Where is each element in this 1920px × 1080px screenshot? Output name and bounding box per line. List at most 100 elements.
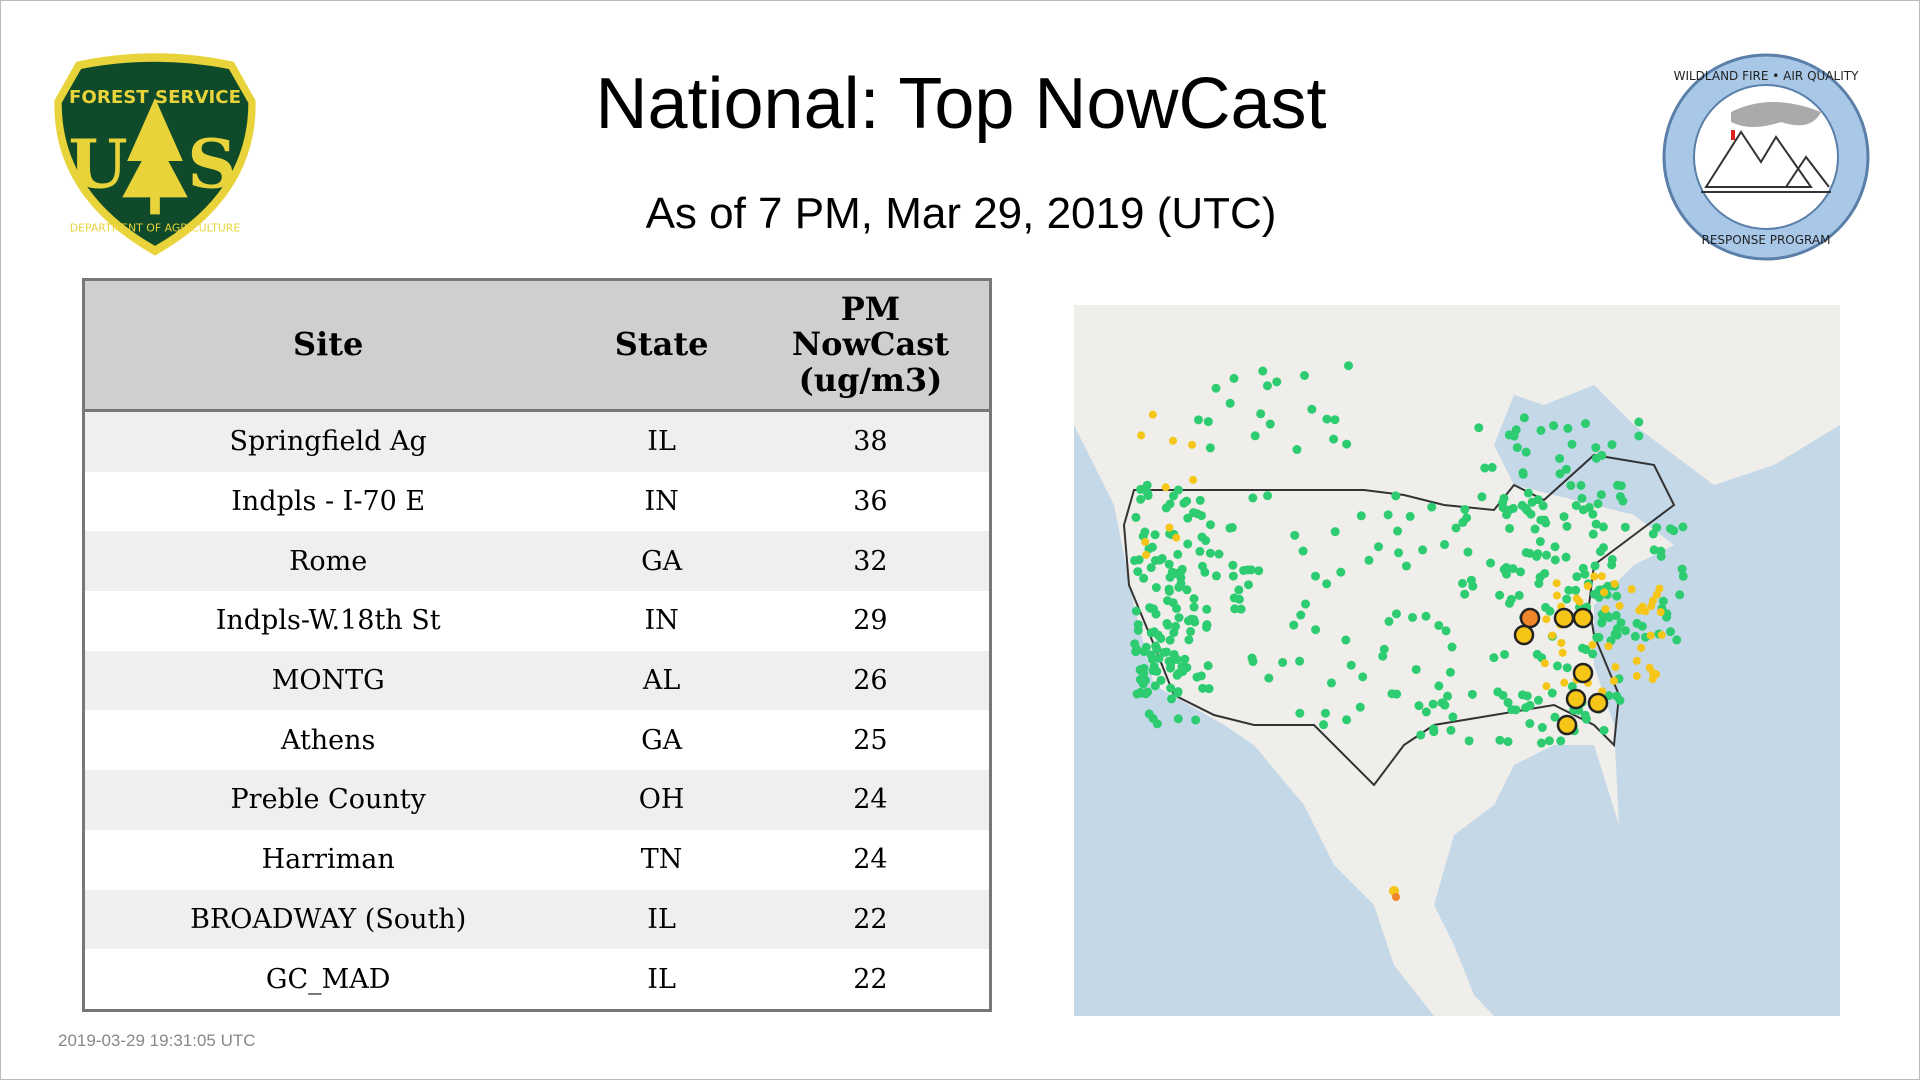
monitor-site-marker[interactable] [1298,546,1308,556]
monitor-site-marker[interactable] [1292,445,1302,455]
monitor-site-marker[interactable] [1649,545,1659,555]
monitor-site-marker[interactable] [1392,893,1400,901]
monitor-site-marker[interactable] [1615,492,1625,502]
monitor-site-marker[interactable] [1171,621,1181,631]
monitor-site-marker[interactable] [1657,631,1666,640]
monitor-site-marker[interactable] [1408,612,1418,622]
monitor-site-marker[interactable] [1460,589,1470,599]
monitor-site-marker[interactable] [1675,590,1685,600]
monitor-site-marker[interactable] [1596,490,1606,500]
monitor-site-marker[interactable] [1557,639,1566,648]
monitor-site-marker[interactable] [1148,714,1158,724]
monitor-site-marker[interactable] [1139,647,1149,657]
monitor-site-marker[interactable] [1326,678,1336,688]
monitor-site-marker[interactable] [1322,414,1332,424]
monitor-site-marker[interactable] [1173,687,1183,697]
monitor-site-marker[interactable] [1548,631,1557,640]
monitor-site-marker[interactable] [1142,480,1152,490]
monitor-site-marker[interactable] [1429,727,1439,737]
monitor-site-marker[interactable] [1163,620,1173,630]
monitor-site-marker[interactable] [1189,475,1198,484]
monitor-site-marker[interactable] [1512,443,1522,453]
monitor-site-marker[interactable] [1536,425,1546,435]
monitor-site-marker[interactable] [1250,431,1260,441]
monitor-site-marker[interactable] [1593,499,1603,509]
monitor-site-marker[interactable] [1358,672,1368,682]
monitor-site-marker[interactable] [1536,738,1546,748]
monitor-site-marker[interactable] [1171,569,1181,579]
monitor-site-marker[interactable] [1296,610,1306,620]
monitor-site-marker[interactable] [1558,648,1567,657]
monitor-site-marker[interactable] [1677,564,1687,574]
monitor-site-marker[interactable] [1463,547,1473,557]
monitor-site-marker[interactable] [1427,502,1437,512]
monitor-site-marker[interactable] [1195,546,1205,556]
monitor-site-marker[interactable] [1666,627,1676,637]
monitor-site-marker[interactable] [1393,526,1403,536]
monitor-site-marker[interactable] [1248,493,1258,503]
monitor-site-marker[interactable] [1330,527,1340,537]
monitor-site-marker[interactable] [1258,366,1268,376]
monitor-site-marker[interactable] [1140,527,1150,537]
monitor-site-marker[interactable] [1552,591,1561,600]
monitor-site-marker[interactable] [1578,643,1588,653]
monitor-site-marker[interactable] [1506,594,1516,604]
monitor-site-marker[interactable] [1572,594,1581,603]
monitor-site-marker[interactable] [1647,602,1656,611]
monitor-site-marker[interactable] [1322,579,1332,589]
monitor-site-marker[interactable] [1590,561,1600,571]
monitor-site-marker[interactable] [1254,566,1264,576]
monitor-site-marker[interactable] [1588,640,1597,649]
monitor-site-marker[interactable] [1522,691,1532,701]
monitor-site-marker[interactable] [1301,599,1311,609]
monitor-site-marker[interactable] [1514,590,1524,600]
monitor-site-marker[interactable] [1150,530,1160,540]
monitor-site-marker[interactable] [1131,606,1141,616]
monitor-site-marker[interactable] [1501,569,1511,579]
monitor-site-marker[interactable] [1172,603,1182,613]
monitor-site-marker[interactable] [1211,571,1221,581]
monitor-site-marker[interactable] [1567,439,1577,449]
monitor-site-marker[interactable] [1135,687,1145,697]
monitor-site-marker[interactable] [1588,649,1598,659]
monitor-site-marker[interactable] [1203,661,1213,671]
monitor-site-marker[interactable] [1320,708,1330,718]
monitor-site-marker[interactable] [1416,730,1426,740]
monitor-site-marker[interactable] [1189,602,1199,612]
monitor-site-marker[interactable] [1615,695,1625,705]
monitor-site-marker[interactable] [1151,641,1161,651]
monitor-site-marker[interactable] [1600,588,1609,597]
monitor-site-marker[interactable] [1176,579,1186,589]
monitor-site-marker[interactable] [1559,512,1569,522]
monitor-site-marker[interactable] [1391,491,1401,501]
monitor-site-marker[interactable] [1188,440,1197,449]
monitor-site-marker[interactable] [1342,439,1352,449]
monitor-site-marker[interactable] [1165,635,1175,645]
monitor-site-marker[interactable] [1445,667,1455,677]
monitor-site-marker[interactable] [1434,681,1444,691]
monitor-site-marker[interactable] [1295,656,1305,666]
monitor-site-marker[interactable] [1204,684,1214,694]
monitor-site-marker[interactable] [1378,651,1388,661]
monitor-site-marker[interactable] [1604,642,1613,651]
monitor-site-marker[interactable] [1525,719,1535,729]
monitor-site-marker[interactable] [1487,462,1497,472]
monitor-site-marker[interactable] [1401,561,1411,571]
monitor-site-marker[interactable] [1525,700,1535,710]
monitor-site-marker[interactable] [1265,419,1275,429]
monitor-site-marker[interactable] [1156,633,1166,643]
monitor-site-marker[interactable] [1131,647,1141,657]
monitor-site-marker[interactable] [1310,571,1320,581]
monitor-site-marker[interactable] [1142,488,1152,498]
monitor-site-marker[interactable] [1542,682,1551,691]
monitor-site-marker[interactable] [1174,613,1184,623]
monitor-site-marker[interactable] [1599,725,1609,735]
monitor-site-marker[interactable] [1447,642,1457,652]
monitor-site-marker[interactable] [1193,415,1203,425]
monitor-site-marker[interactable] [1592,632,1602,642]
monitor-site-marker[interactable] [1504,505,1514,515]
monitor-site-marker[interactable] [1191,715,1201,725]
monitor-site-marker[interactable] [1616,481,1626,491]
monitor-site-marker[interactable] [1486,558,1496,568]
monitor-site-marker[interactable] [1133,567,1143,577]
